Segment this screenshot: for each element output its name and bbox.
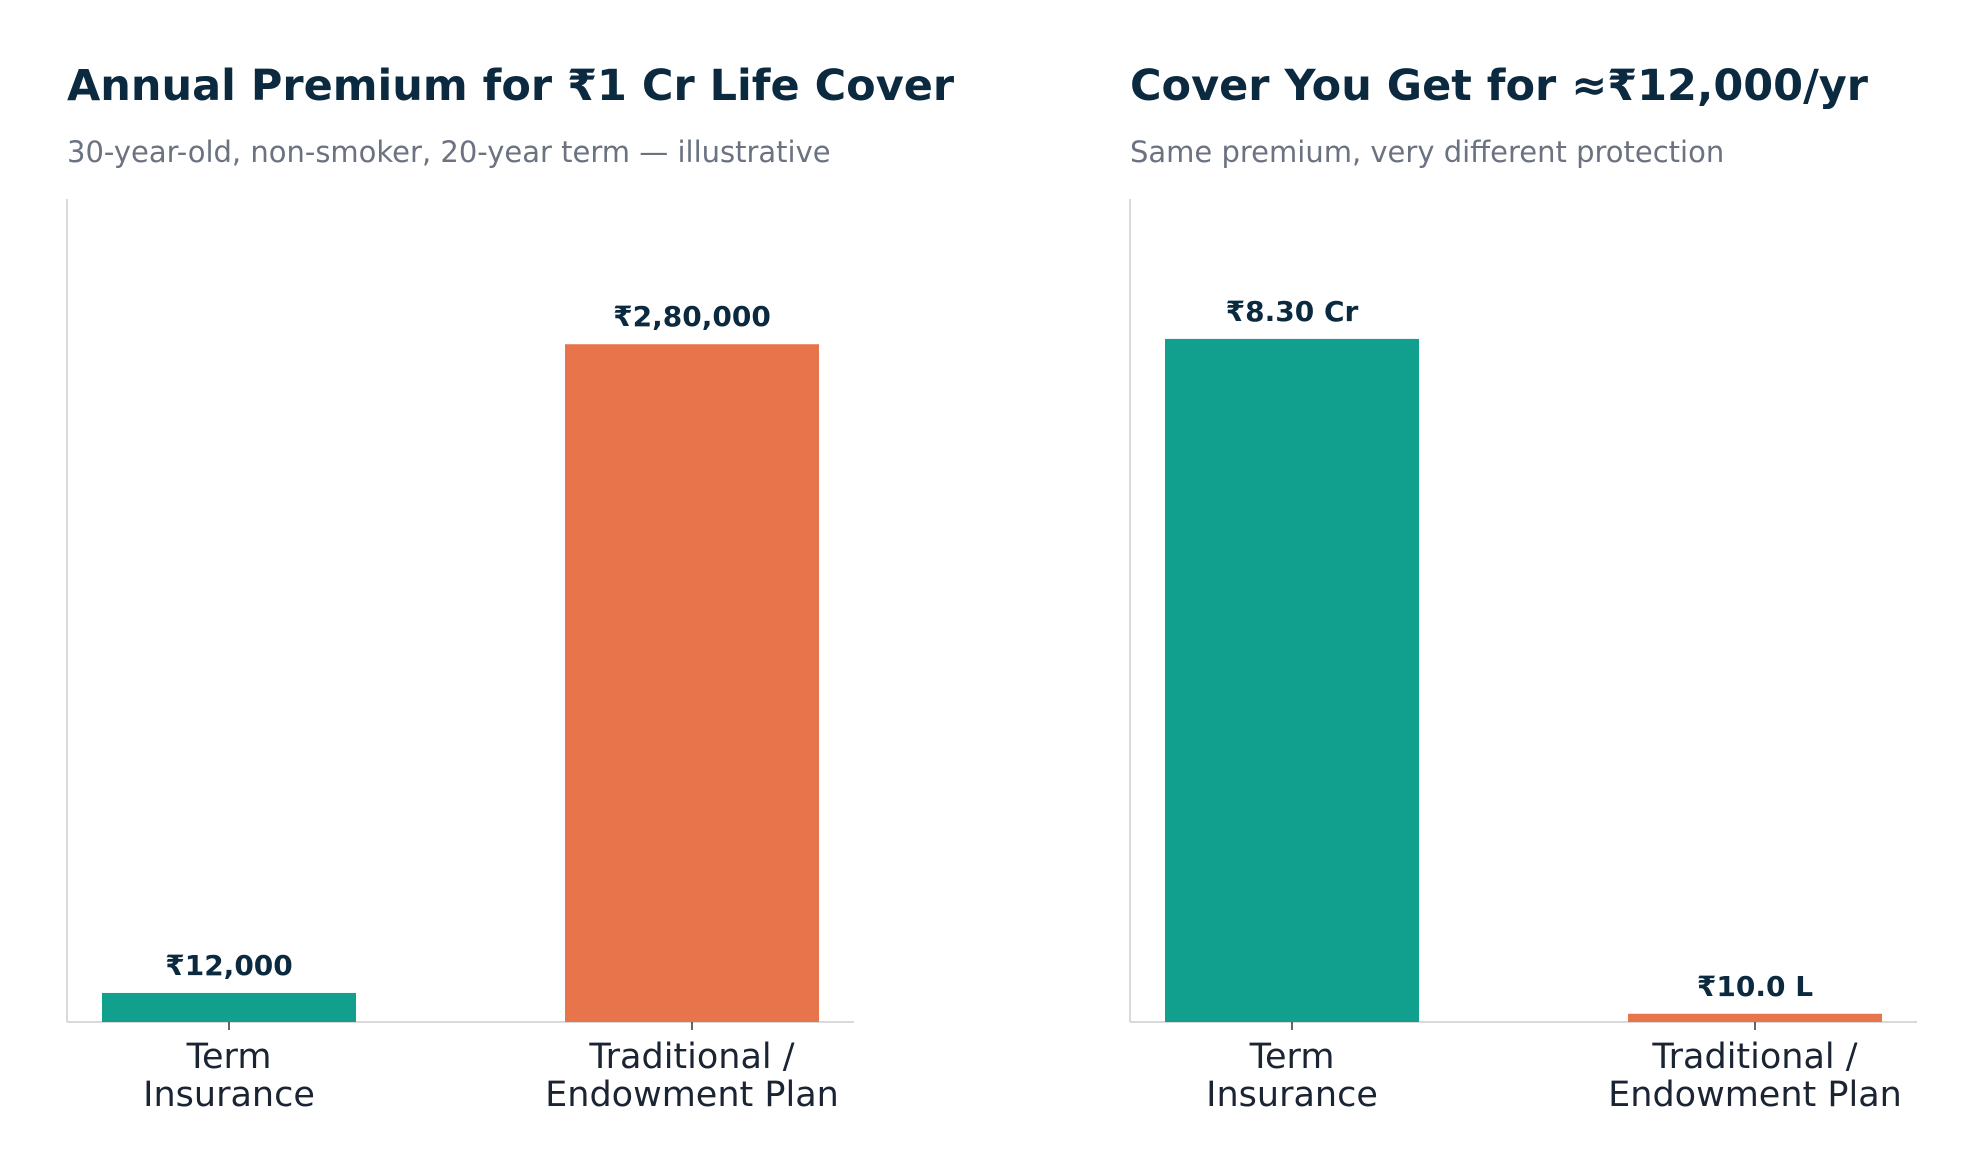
chart-title: Cover You Get for ≈₹12,000/yr: [1130, 61, 1869, 111]
chart-subtitle: 30-year-old, non-smoker, 20-year term — …: [67, 135, 831, 169]
value-label: ₹2,80,000: [613, 300, 771, 333]
value-label: ₹10.0 L: [1697, 970, 1813, 1003]
chart-title: Annual Premium for ₹1 Cr Life Cover: [67, 61, 955, 111]
x-tick-label: Term Insurance: [143, 1037, 315, 1115]
chart-subtitle: Same premium, very different protection: [1130, 135, 1724, 169]
x-tick-label: Term Insurance: [1206, 1037, 1378, 1115]
x-tick-label: Traditional / Endowment Plan: [1608, 1037, 1902, 1115]
x-tick-label: Traditional / Endowment Plan: [545, 1037, 839, 1115]
bar: [102, 992, 356, 1022]
value-label: ₹12,000: [165, 949, 293, 982]
bar: [1628, 1013, 1882, 1022]
bar: [1165, 338, 1419, 1022]
value-label: ₹8.30 Cr: [1226, 295, 1359, 328]
bar: [565, 344, 819, 1022]
